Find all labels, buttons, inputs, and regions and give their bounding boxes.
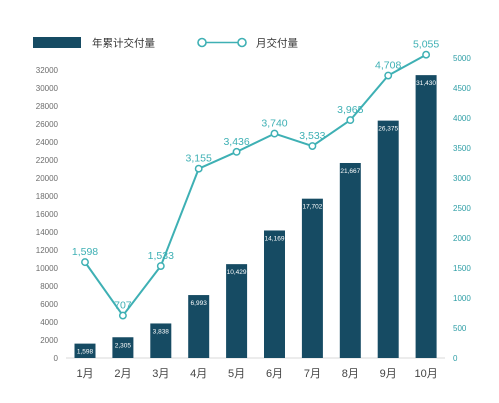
- bar-labels: 1,598 2,305 3,838 6,993 10,429 14,169 17,702 21…: [77, 80, 437, 355]
- bar-value-label: 26,375: [378, 126, 398, 133]
- line-value-label: 5,055: [413, 39, 439, 51]
- right-axis-tick-label: 0: [453, 354, 458, 363]
- bar: [301, 198, 323, 358]
- line-value-label: 707: [114, 300, 132, 312]
- legend: 年累计交付量 月交付量: [33, 37, 298, 50]
- x-tick-label: 2月: [114, 368, 131, 380]
- line-value-label: 3,533: [299, 130, 325, 142]
- right-axis-tick-label: 3000: [453, 174, 471, 183]
- bars: [74, 75, 437, 358]
- bar-value-label: 21,667: [340, 168, 360, 175]
- line-value-label: 3,155: [186, 153, 212, 165]
- right-axis-tick-label: 5000: [453, 54, 471, 63]
- left-axis-tick-label: 24000: [36, 138, 59, 147]
- line-value-label: 3,740: [261, 118, 287, 130]
- x-ticks: 1月 2月 3月 4月 5月 6月 7月 8月 9月 10月: [76, 368, 437, 380]
- bar-value-label: 31,430: [416, 80, 436, 87]
- x-tick-label: 9月: [380, 368, 397, 380]
- line-point: [194, 164, 203, 173]
- left-axis-tick-label: 20000: [36, 174, 59, 183]
- bar-value-label: 3,838: [153, 328, 170, 335]
- bar-value-label: 17,702: [302, 204, 322, 211]
- left-axis-tick-label: 10000: [36, 264, 59, 273]
- line-point: [156, 262, 165, 270]
- right-axis-tick-label: 500: [453, 324, 467, 333]
- line-value-label: 4,708: [375, 60, 401, 72]
- bar-value-label: 6,993: [191, 300, 208, 307]
- line-value-label: 3,436: [223, 136, 249, 148]
- right-axis-tick-label: 2000: [453, 234, 471, 243]
- line-point: [308, 142, 317, 150]
- line-value-label: 3,965: [337, 104, 363, 116]
- line-point: [270, 129, 279, 138]
- legend-bar-label: 年累计交付量: [92, 37, 155, 50]
- left-axis-tick-label: 16000: [36, 210, 59, 219]
- left-axis-tick-label: 0: [54, 354, 59, 363]
- left-axis-tick-label: 28000: [36, 102, 59, 111]
- x-tick-label: 10月: [414, 368, 437, 380]
- bar-value-label: 1,598: [77, 349, 94, 356]
- bar-value-label: 2,305: [115, 342, 132, 349]
- left-axis-tick-label: 2000: [40, 336, 58, 345]
- x-tick-label: 5月: [228, 368, 245, 380]
- bar: [150, 323, 172, 358]
- line-labels: 1,598 707 1,533 3,155 3,436 3,740 3,533 3,965 4,…: [72, 39, 440, 312]
- line-point: [422, 50, 431, 59]
- line-point: [232, 147, 241, 156]
- legend-line-label: 月交付量: [256, 37, 298, 50]
- bar: [112, 337, 134, 358]
- line-point: [118, 311, 127, 320]
- left-axis-tick-label: 12000: [36, 246, 59, 255]
- line-point: [346, 116, 355, 125]
- line-value-label: 1,533: [148, 250, 174, 262]
- left-axis-tick-label: 32000: [36, 66, 59, 75]
- x-tick-label: 6月: [266, 368, 283, 380]
- left-axis-tick-label: 18000: [36, 192, 59, 201]
- bar-value-label: 10,429: [227, 269, 247, 276]
- x-tick-label: 8月: [342, 368, 359, 380]
- legend-line-marker-right: [237, 37, 247, 48]
- legend-line-marker-left: [197, 37, 207, 48]
- right-axis-tick-label: 4500: [453, 84, 471, 93]
- left-axis-tick-label: 6000: [40, 300, 58, 309]
- left-axis-tick-label: 4000: [40, 318, 58, 327]
- x-tick-label: 3月: [152, 368, 169, 380]
- left-axis: 0 2000 4000 6000 8000 10000 12000 14000 16000 180…: [36, 66, 59, 363]
- x-tick-label: 7月: [304, 368, 321, 380]
- x-tick-label: 1月: [76, 368, 93, 380]
- bar: [188, 295, 210, 358]
- left-axis-tick-label: 22000: [36, 156, 59, 165]
- bar: [74, 343, 96, 358]
- right-axis-tick-label: 2500: [453, 204, 471, 213]
- bar-value-label: 14,169: [265, 235, 285, 242]
- legend-bar-swatch: [33, 37, 81, 48]
- left-axis-tick-label: 30000: [36, 84, 59, 93]
- line-value-label: 1,598: [72, 246, 98, 258]
- right-axis-tick-label: 1000: [453, 294, 471, 303]
- x-tick-label: 4月: [190, 368, 207, 380]
- bar: [339, 162, 361, 358]
- line-path: [84, 53, 427, 317]
- right-axis-tick-label: 1500: [453, 264, 471, 273]
- left-axis-tick-label: 26000: [36, 120, 59, 129]
- line-point: [384, 71, 393, 80]
- right-axis-tick-label: 4000: [453, 114, 471, 123]
- bar: [415, 75, 437, 358]
- bar: [264, 230, 285, 358]
- left-axis-tick-label: 14000: [36, 228, 59, 237]
- bar: [226, 264, 248, 358]
- right-axis-tick-label: 3500: [453, 144, 471, 153]
- right-axis: 0 500 1000 1500 2000 2500 3000 3500 4000 4500 5000: [453, 54, 471, 363]
- bar: [377, 120, 399, 358]
- left-axis-tick-label: 8000: [40, 282, 58, 291]
- line-point: [81, 258, 89, 267]
- line-series: [81, 50, 431, 320]
